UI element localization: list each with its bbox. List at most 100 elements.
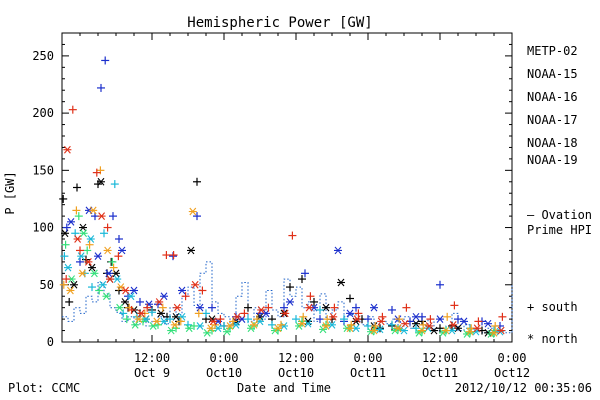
- x-tick-label: 12:00: [422, 351, 458, 365]
- north-point-noaa-18: [206, 324, 215, 333]
- south-point-noaa-15: [454, 315, 462, 324]
- north-point-noaa-17: [79, 229, 88, 238]
- north-point-noaa-18: [418, 326, 426, 335]
- north-point-noaa-16: [113, 275, 122, 283]
- north-point-noaa-15: [130, 286, 138, 295]
- north-point-noaa-18: [346, 324, 354, 333]
- star-d2: [223, 327, 231, 336]
- star-d2: [155, 298, 163, 306]
- star-d2: [460, 317, 468, 326]
- star-d2: [117, 283, 125, 291]
- north-point-noaa-19: [473, 324, 482, 333]
- north-point-metp-02: [61, 229, 69, 238]
- star-d2: [178, 312, 186, 321]
- star-d2: [401, 319, 409, 328]
- star-d2: [97, 177, 105, 186]
- star-d2: [418, 326, 426, 335]
- star-d2: [74, 235, 82, 243]
- star-d2: [63, 145, 71, 154]
- south-point-noaa-19: [162, 251, 171, 260]
- south-point-noaa-18: [299, 312, 308, 321]
- star-d2: [112, 269, 120, 278]
- star-d2: [102, 292, 110, 301]
- star-d2: [449, 320, 457, 329]
- y-tick-label: 100: [32, 221, 54, 235]
- south-point-noaa-15: [97, 83, 105, 92]
- star-d2: [370, 303, 378, 312]
- north-point-noaa-19: [191, 280, 200, 289]
- star-d2: [484, 319, 492, 328]
- star-d2: [274, 324, 282, 333]
- north-point-noaa-18: [250, 320, 258, 329]
- star-d2: [196, 322, 204, 330]
- south-point-noaa-19: [288, 231, 297, 240]
- star-d2: [400, 326, 408, 335]
- north-point-noaa-19: [281, 309, 290, 318]
- north-point-noaa-19: [63, 145, 72, 154]
- star-d2: [191, 280, 199, 289]
- south-point-metp-02: [298, 275, 306, 284]
- north-point-noaa-19: [305, 303, 314, 312]
- south-point-noaa-19: [143, 303, 152, 312]
- star-d2: [135, 315, 143, 323]
- star-d2: [167, 326, 175, 335]
- north-point-noaa-18: [66, 286, 75, 295]
- north-point-noaa-18: [134, 315, 143, 323]
- star-d2: [106, 275, 114, 283]
- star-d2: [185, 324, 193, 333]
- star-d2: [89, 206, 97, 215]
- north-point-noaa-19: [329, 312, 338, 321]
- plot-frame: [61, 32, 513, 343]
- x-tick-label: 0:00: [354, 351, 383, 365]
- south-point-noaa-18: [85, 240, 94, 249]
- south-point-noaa-15: [109, 212, 117, 221]
- star-d2: [98, 212, 106, 220]
- star-d2: [209, 317, 217, 326]
- north-point-metp-02: [337, 278, 345, 287]
- star-d2: [116, 303, 124, 312]
- north-point-noaa-15: [334, 246, 342, 255]
- star-d2: [412, 319, 420, 328]
- legend-item-metp-02: METP-02: [527, 44, 578, 58]
- south-point-noaa-18: [176, 317, 185, 326]
- south-point-noaa-15: [115, 235, 123, 243]
- legend-north: * north: [527, 332, 578, 346]
- south-point-noaa-16: [202, 309, 210, 318]
- south-point-noaa-19: [240, 309, 249, 318]
- north-point-noaa-16: [77, 252, 86, 261]
- north-point-noaa-18: [466, 327, 474, 336]
- north-point-noaa-17: [487, 330, 495, 338]
- north-point-noaa-18: [103, 246, 112, 255]
- star-d2: [137, 309, 145, 318]
- star-d2: [118, 246, 126, 255]
- x-tick-label: 0:00: [210, 351, 239, 365]
- star-d2: [94, 252, 102, 261]
- south-point-noaa-17: [122, 315, 131, 324]
- y-tick-label: 150: [32, 163, 54, 177]
- x-tick-date-label: Oct12: [494, 366, 530, 380]
- north-point-noaa-17: [102, 292, 111, 301]
- star-d2: [178, 286, 186, 295]
- north-point-noaa-19: [106, 275, 114, 283]
- north-point-noaa-18: [170, 320, 179, 329]
- south-point-noaa-16: [119, 309, 128, 318]
- south-point-noaa-18: [109, 263, 118, 272]
- south-point-metp-02: [244, 303, 252, 312]
- star-d2: [322, 322, 330, 330]
- y-axis-label: P [GW]: [3, 171, 17, 214]
- star-d2: [305, 303, 313, 312]
- south-point-noaa-16: [148, 308, 156, 317]
- north-point-noaa-18: [116, 283, 125, 291]
- north-point-noaa-15: [286, 298, 294, 306]
- star-d2: [173, 303, 181, 312]
- south-point-noaa-18: [395, 315, 404, 324]
- south-point-noaa-19: [354, 309, 363, 318]
- star-d2: [77, 252, 85, 261]
- north-point-metp-02: [97, 177, 105, 186]
- star-d2: [346, 309, 354, 318]
- north-point-noaa-18: [490, 328, 498, 337]
- south-point-noaa-19: [127, 305, 136, 314]
- star-d2: [473, 324, 481, 333]
- north-point-noaa-19: [257, 306, 266, 314]
